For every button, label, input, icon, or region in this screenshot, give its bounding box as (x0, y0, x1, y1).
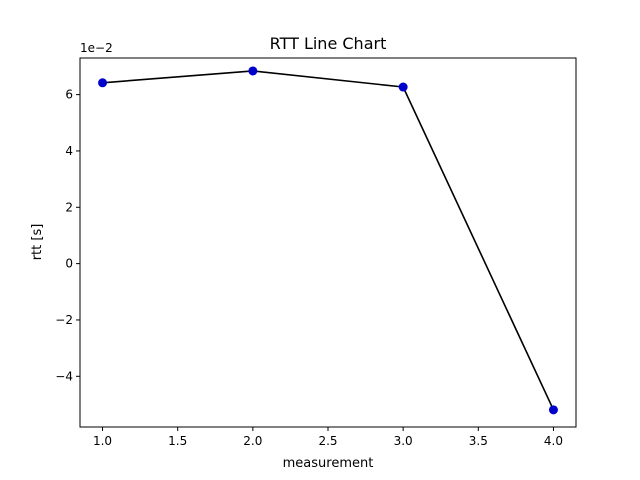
data-point (98, 78, 108, 88)
y-tick-label: −2 (55, 313, 73, 327)
x-axis-label: measurement (283, 456, 374, 471)
y-tick-label: −4 (55, 369, 73, 383)
data-point (398, 82, 408, 92)
x-tick-label: 1.0 (93, 434, 112, 448)
y-tick-label: 4 (65, 144, 73, 158)
plot-area: 1.0 1.5 2.0 2.5 3.0 3.5 4.0 −4 −2 0 2 4 6 (55, 57, 577, 448)
data-point (548, 405, 558, 415)
series-line (102, 70, 555, 411)
y-tick-label: 0 (65, 257, 73, 271)
x-tick-label: 4.0 (544, 434, 563, 448)
chart-title: RTT Line Chart (270, 34, 387, 53)
y-tick-label: 6 (65, 88, 73, 102)
x-tick-label: 3.5 (469, 434, 488, 448)
x-tick-label: 2.5 (318, 434, 337, 448)
x-tick-label: 3.0 (394, 434, 413, 448)
axes-frame (79, 57, 577, 428)
x-tick-label: 1.5 (168, 434, 187, 448)
y-tick-label: 2 (65, 200, 73, 214)
data-point (248, 66, 258, 76)
y-axis-label: rtt [s] (30, 224, 45, 261)
y-offset-label: 1e−2 (80, 41, 113, 55)
x-tick-label: 2.0 (243, 434, 262, 448)
